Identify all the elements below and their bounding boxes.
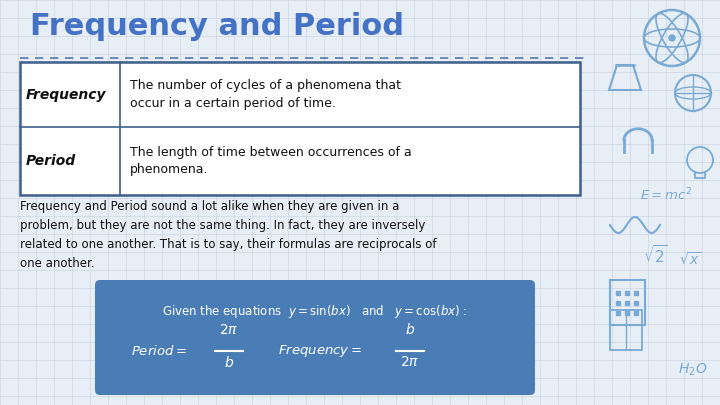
Text: $2\pi$: $2\pi$ bbox=[220, 323, 238, 337]
Text: Frequency and Period: Frequency and Period bbox=[30, 12, 404, 41]
Bar bbox=[20, 62, 580, 195]
Text: $\sqrt{2}$: $\sqrt{2}$ bbox=[642, 244, 667, 266]
Text: $2\pi$: $2\pi$ bbox=[400, 355, 419, 369]
Circle shape bbox=[669, 35, 675, 41]
Text: $\mathit{Frequency} = $: $\mathit{Frequency} = $ bbox=[278, 343, 361, 359]
Text: Given the equations  $y = \sin(bx)$   and   $y = \cos(bx)$ :: Given the equations $y = \sin(bx)$ and $… bbox=[162, 303, 468, 320]
Text: $H_2O$: $H_2O$ bbox=[678, 362, 708, 378]
Bar bbox=[610, 280, 645, 325]
Bar bbox=[610, 310, 642, 350]
Text: Frequency: Frequency bbox=[26, 87, 107, 102]
Text: $E = mc^2$: $E = mc^2$ bbox=[640, 187, 692, 203]
Text: $\sqrt{x}$: $\sqrt{x}$ bbox=[679, 252, 701, 269]
Text: $b$: $b$ bbox=[405, 322, 415, 337]
FancyBboxPatch shape bbox=[95, 280, 535, 395]
Text: Period: Period bbox=[26, 154, 76, 168]
Text: $b$: $b$ bbox=[224, 355, 234, 370]
Text: The number of cycles of a phenomena that
occur in a certain period of time.: The number of cycles of a phenomena that… bbox=[130, 79, 401, 110]
Text: The length of time between occurrences of a
phenomena.: The length of time between occurrences o… bbox=[130, 146, 412, 176]
Text: $\mathit{Period} = $: $\mathit{Period} = $ bbox=[131, 344, 187, 358]
Text: Frequency and Period sound a lot alike when they are given in a
problem, but the: Frequency and Period sound a lot alike w… bbox=[20, 200, 436, 270]
